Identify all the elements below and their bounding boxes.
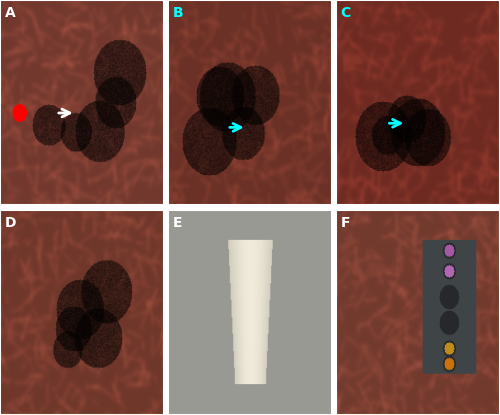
Text: A: A [5, 6, 15, 20]
Text: D: D [5, 216, 16, 230]
Text: F: F [340, 216, 350, 230]
Text: B: B [172, 6, 184, 20]
Text: C: C [340, 6, 350, 20]
Text: E: E [172, 216, 182, 230]
Circle shape [13, 105, 26, 121]
